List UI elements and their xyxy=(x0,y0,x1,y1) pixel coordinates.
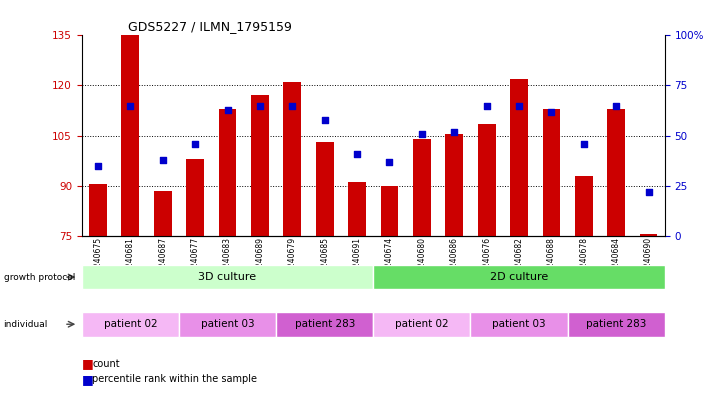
Text: GDS5227 / ILMN_1795159: GDS5227 / ILMN_1795159 xyxy=(129,20,292,33)
Point xyxy=(643,189,654,195)
Bar xyxy=(284,82,301,236)
Bar xyxy=(89,184,107,236)
Bar xyxy=(316,142,333,236)
FancyBboxPatch shape xyxy=(179,312,276,336)
Bar xyxy=(122,35,139,236)
Point xyxy=(449,129,460,135)
Bar xyxy=(218,109,237,236)
Text: count: count xyxy=(92,358,120,369)
Point xyxy=(351,151,363,157)
Bar xyxy=(445,134,463,236)
Text: patient 02: patient 02 xyxy=(395,319,449,329)
Bar xyxy=(348,182,366,236)
FancyBboxPatch shape xyxy=(567,312,665,336)
Text: ■: ■ xyxy=(82,373,94,386)
Point xyxy=(255,102,266,108)
FancyBboxPatch shape xyxy=(82,265,373,289)
Point xyxy=(189,140,201,147)
Bar xyxy=(413,139,431,236)
Point xyxy=(222,107,233,113)
Bar xyxy=(478,124,496,236)
Point xyxy=(384,158,395,165)
Point xyxy=(287,102,298,108)
Text: 3D culture: 3D culture xyxy=(198,272,257,282)
Point xyxy=(578,140,589,147)
FancyBboxPatch shape xyxy=(471,312,567,336)
Bar xyxy=(542,109,560,236)
Point xyxy=(611,102,622,108)
Bar xyxy=(380,185,398,236)
Point xyxy=(481,102,492,108)
Point xyxy=(124,102,136,108)
Bar xyxy=(510,79,528,236)
Bar xyxy=(251,95,269,236)
Bar xyxy=(640,234,658,236)
FancyBboxPatch shape xyxy=(82,312,179,336)
Bar xyxy=(607,109,625,236)
Text: growth protocol: growth protocol xyxy=(4,273,75,281)
Text: percentile rank within the sample: percentile rank within the sample xyxy=(92,374,257,384)
Point xyxy=(546,108,557,115)
Text: patient 283: patient 283 xyxy=(586,319,646,329)
FancyBboxPatch shape xyxy=(373,312,471,336)
Point xyxy=(416,130,427,137)
Bar xyxy=(154,191,171,236)
Point xyxy=(92,162,104,169)
Text: ■: ■ xyxy=(82,357,94,370)
Text: patient 03: patient 03 xyxy=(492,319,546,329)
Point xyxy=(513,102,525,108)
Text: patient 283: patient 283 xyxy=(294,319,355,329)
Text: individual: individual xyxy=(4,320,48,329)
Bar xyxy=(186,159,204,236)
Text: patient 03: patient 03 xyxy=(201,319,255,329)
Text: patient 02: patient 02 xyxy=(104,319,157,329)
FancyBboxPatch shape xyxy=(276,312,373,336)
FancyBboxPatch shape xyxy=(373,265,665,289)
Point xyxy=(319,116,331,123)
Point xyxy=(157,156,169,163)
Bar xyxy=(575,176,593,236)
Text: 2D culture: 2D culture xyxy=(490,272,548,282)
